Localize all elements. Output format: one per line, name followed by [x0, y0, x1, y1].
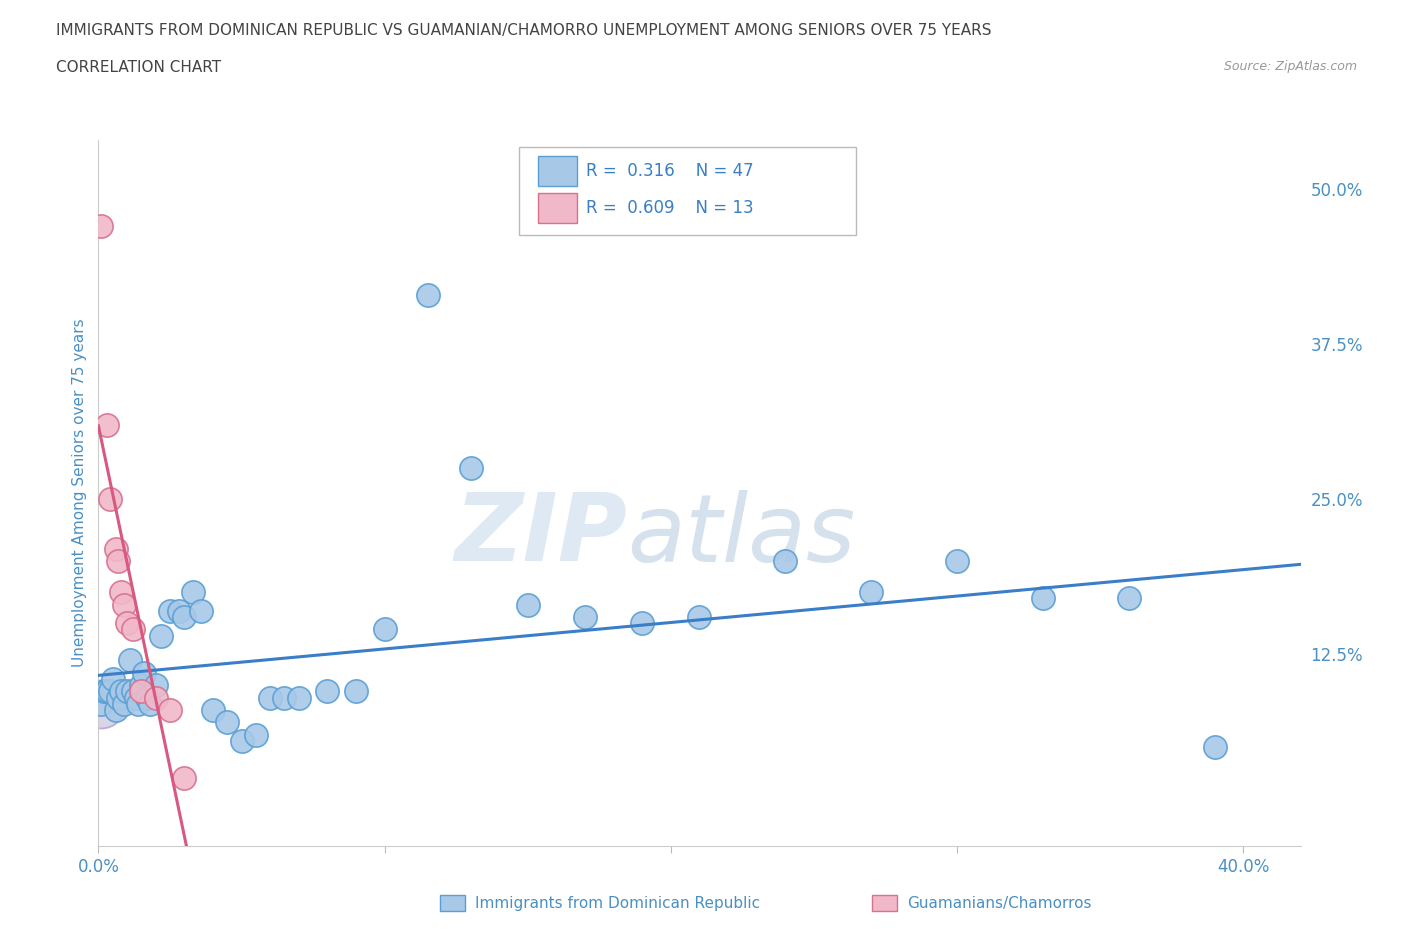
- Point: [1204, 739, 1226, 754]
- Point: [112, 697, 135, 711]
- Point: [145, 690, 167, 705]
- Point: [90, 697, 112, 711]
- Point: [245, 727, 267, 742]
- Point: [115, 616, 138, 631]
- Text: CORRELATION CHART: CORRELATION CHART: [56, 60, 221, 75]
- Point: [316, 684, 339, 698]
- Point: [107, 690, 129, 705]
- Point: [273, 690, 295, 705]
- Point: [374, 622, 396, 637]
- Point: [134, 665, 156, 680]
- Point: [416, 287, 439, 302]
- Point: [775, 553, 797, 568]
- Point: [118, 653, 141, 668]
- Point: [110, 585, 132, 600]
- Y-axis label: Unemployment Among Seniors over 75 years: Unemployment Among Seniors over 75 years: [72, 319, 87, 667]
- Point: [1032, 591, 1054, 605]
- Point: [124, 690, 146, 705]
- Text: R =  0.609    N = 13: R = 0.609 N = 13: [586, 199, 754, 218]
- Point: [860, 585, 883, 600]
- Text: Source: ZipAtlas.com: Source: ZipAtlas.com: [1223, 60, 1357, 73]
- Point: [139, 697, 162, 711]
- Point: [159, 604, 181, 618]
- Point: [145, 678, 167, 693]
- Point: [460, 460, 482, 475]
- Point: [217, 715, 239, 730]
- Point: [150, 628, 173, 643]
- Point: [131, 684, 153, 698]
- Point: [110, 684, 132, 698]
- Text: ZIP: ZIP: [454, 489, 627, 581]
- Point: [96, 684, 118, 698]
- Point: [115, 684, 138, 698]
- Point: [121, 684, 143, 698]
- Point: [259, 690, 281, 705]
- Point: [574, 609, 596, 624]
- Point: [946, 553, 969, 568]
- Text: IMMIGRANTS FROM DOMINICAN REPUBLIC VS GUAMANIAN/CHAMORRO UNEMPLOYMENT AMONG SENI: IMMIGRANTS FROM DOMINICAN REPUBLIC VS GU…: [56, 23, 991, 38]
- Point: [190, 604, 212, 618]
- Point: [173, 609, 195, 624]
- Point: [288, 690, 311, 705]
- Point: [181, 585, 204, 600]
- Text: R =  0.316    N = 47: R = 0.316 N = 47: [586, 162, 754, 179]
- Point: [104, 702, 127, 717]
- Point: [1118, 591, 1140, 605]
- Point: [516, 597, 538, 612]
- Point: [101, 671, 124, 686]
- Point: [689, 609, 711, 624]
- Point: [128, 697, 150, 711]
- Point: [201, 702, 224, 717]
- Point: [98, 684, 121, 698]
- Point: [93, 684, 115, 698]
- Point: [112, 597, 135, 612]
- FancyBboxPatch shape: [538, 156, 576, 186]
- Text: atlas: atlas: [627, 490, 856, 581]
- Point: [98, 492, 121, 507]
- Point: [90, 219, 112, 233]
- Point: [107, 553, 129, 568]
- Point: [167, 604, 190, 618]
- Point: [344, 684, 367, 698]
- Point: [90, 697, 112, 711]
- Point: [173, 771, 195, 786]
- Point: [131, 678, 153, 693]
- Text: Guamanians/Chamorros: Guamanians/Chamorros: [907, 896, 1091, 910]
- FancyBboxPatch shape: [538, 193, 576, 223]
- Point: [159, 702, 181, 717]
- Point: [104, 541, 127, 556]
- Text: Immigrants from Dominican Republic: Immigrants from Dominican Republic: [475, 896, 761, 910]
- Point: [231, 734, 253, 749]
- Point: [121, 622, 143, 637]
- Point: [96, 418, 118, 432]
- Point: [631, 616, 654, 631]
- FancyBboxPatch shape: [519, 147, 856, 235]
- Point: [136, 690, 159, 705]
